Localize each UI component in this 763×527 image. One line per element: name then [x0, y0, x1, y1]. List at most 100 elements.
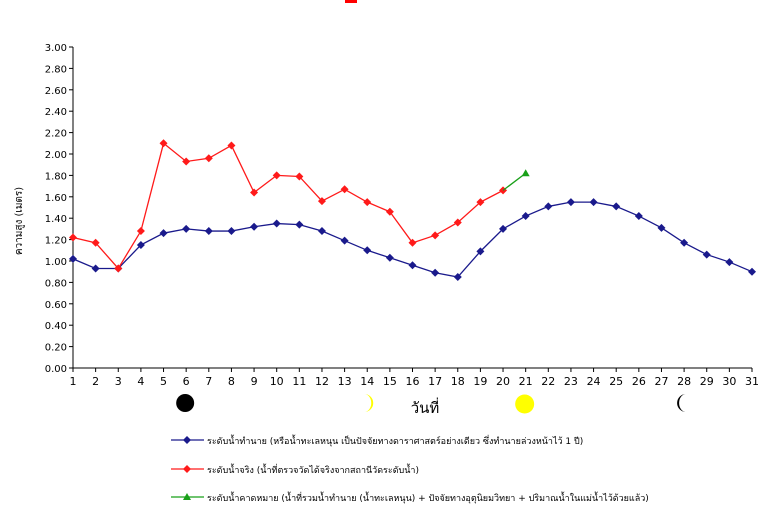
data-point	[657, 223, 666, 232]
data-point	[521, 169, 530, 177]
x-tick-label: 25	[609, 375, 623, 388]
x-tick-label: 18	[451, 375, 465, 388]
data-point	[385, 207, 394, 216]
data-point	[589, 198, 598, 207]
x-tick-label: 30	[722, 375, 736, 388]
x-tick-label: 26	[632, 375, 646, 388]
data-point	[69, 254, 77, 263]
x-tick-label: 27	[654, 375, 668, 388]
x-tick-label: 22	[541, 375, 555, 388]
data-point	[182, 224, 191, 233]
y-tick-label: 1.00	[45, 257, 67, 268]
y-tick-label: 3.00	[45, 43, 67, 54]
full-moon-icon	[515, 394, 535, 414]
data-point	[363, 198, 372, 207]
data-point	[91, 264, 100, 273]
data-point	[91, 238, 100, 247]
x-tick-label: 17	[428, 375, 442, 388]
data-point	[272, 171, 281, 180]
y-tick-label: 2.60	[45, 86, 67, 97]
y-tick-label: 2.00	[45, 150, 67, 161]
y-tick-label: 0.80	[45, 278, 67, 289]
x-tick-label: 28	[677, 375, 691, 388]
data-point	[136, 227, 145, 236]
x-tick-label: 7	[205, 375, 212, 388]
x-tick-label: 4	[137, 375, 144, 388]
data-point	[340, 185, 349, 194]
data-point	[69, 233, 77, 242]
data-point	[250, 188, 259, 197]
series-3	[502, 169, 530, 191]
legend-marker	[183, 493, 191, 500]
legend-marker	[183, 465, 191, 473]
x-tick-label: 24	[587, 375, 601, 388]
data-point	[566, 198, 575, 207]
data-point	[159, 139, 168, 148]
y-tick-label: 2.80	[45, 64, 67, 75]
x-tick-label: 6	[183, 375, 190, 388]
y-tick-label: 0.40	[45, 321, 67, 332]
x-tick-label: 11	[292, 375, 306, 388]
x-tick-label: 2	[92, 375, 99, 388]
data-point	[453, 218, 462, 227]
data-point	[612, 202, 621, 211]
series-2	[69, 139, 508, 273]
x-tick-label: 16	[406, 375, 420, 388]
data-point	[317, 227, 326, 236]
x-tick-label: 29	[700, 375, 714, 388]
x-axis-label: วันที่	[411, 397, 440, 417]
data-point	[136, 240, 145, 249]
data-point	[453, 273, 462, 282]
data-point	[295, 172, 304, 181]
x-tick-label: 5	[160, 375, 167, 388]
data-point	[182, 157, 191, 166]
data-point	[385, 253, 394, 262]
x-tick-label: 12	[315, 375, 329, 388]
x-tick-label: 14	[360, 375, 374, 388]
y-tick-label: 2.40	[45, 107, 67, 118]
data-point	[544, 202, 553, 211]
new-moon-icon	[176, 394, 195, 412]
legend: ระดับน้ำทำนาย (หรือน้ำทะเลหนุน เป็นปัจจั…	[171, 434, 649, 504]
y-tick-label: 1.60	[45, 193, 67, 204]
y-axis-label: ความสูง (เมตร)	[14, 187, 25, 255]
data-point	[159, 229, 168, 238]
moon-phase-icons	[176, 394, 687, 414]
data-point	[204, 227, 213, 236]
y-tick-labels: 0.00 0.20 0.40 0.60 0.80 1.00 1.20 1.40 1.60 1.80…	[45, 43, 67, 375]
y-tick-label: 2.20	[45, 129, 67, 140]
x-tick-label: 31	[745, 375, 759, 388]
axes	[69, 46, 753, 372]
y-tick-label: 1.80	[45, 171, 67, 182]
data-point	[363, 246, 372, 255]
x-tick-label: 9	[251, 375, 258, 388]
series-lines	[69, 139, 756, 282]
y-tick-label: 0.20	[45, 343, 67, 354]
data-point	[431, 268, 440, 277]
x-tick-label: 1	[70, 375, 77, 388]
y-tick-label: 1.20	[45, 236, 67, 247]
data-point	[499, 224, 508, 233]
data-point	[204, 154, 213, 163]
data-point	[408, 261, 417, 270]
series-1	[69, 198, 756, 282]
x-tick-labels: 1 2 3 4 5 6 7 8 9 10 11 12 13 14 15 16 17 18 19 20 21 22 23 24 2…	[70, 375, 760, 388]
legend-label: ระดับน้ำคาดหมาย (น้ำที่รวมน้ำทำนาย (น้ำท…	[207, 491, 649, 504]
x-tick-label: 23	[564, 375, 578, 388]
data-point	[725, 258, 734, 267]
x-tick-label: 21	[519, 375, 533, 388]
data-point	[431, 231, 440, 240]
data-point	[476, 198, 485, 207]
data-point	[702, 250, 711, 259]
x-tick-label: 13	[338, 375, 352, 388]
data-point	[114, 264, 123, 273]
x-tick-label: 10	[270, 375, 284, 388]
data-point	[476, 247, 485, 256]
data-point	[634, 212, 643, 221]
legend-marker	[183, 436, 191, 444]
series-line	[72, 142, 504, 270]
legend-label: ระดับน้ำจริง (น้ำที่ตรวจวัดได้จริงจากสถา…	[207, 463, 419, 476]
data-point	[295, 220, 304, 229]
legend-item-1: ระดับน้ำทำนาย (หรือน้ำทะเลหนุน เป็นปัจจั…	[171, 434, 583, 447]
